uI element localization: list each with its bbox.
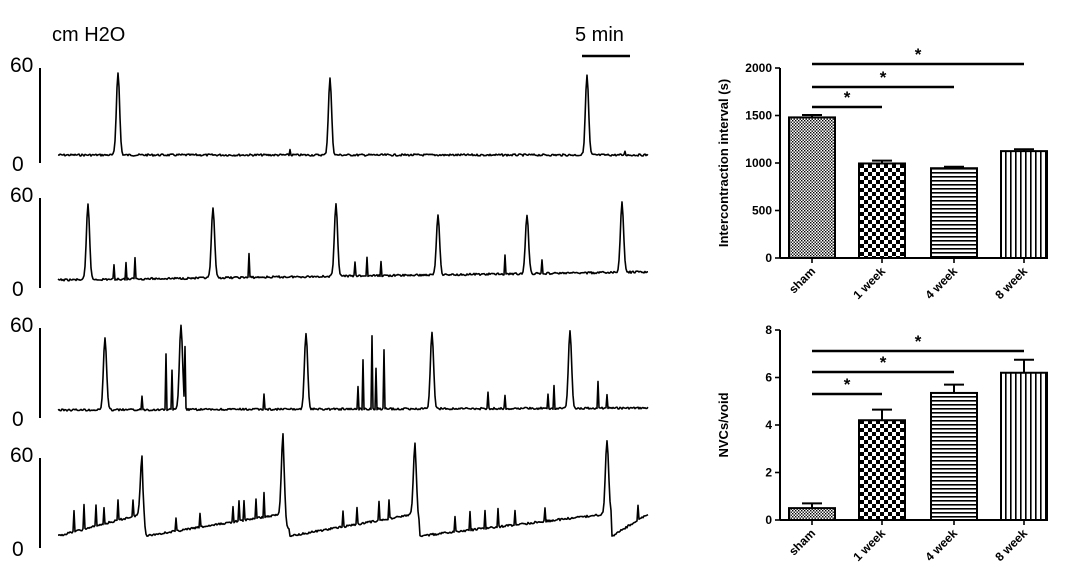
trace-y-tick-min: 0 [12, 538, 24, 561]
trace-line [57, 72, 649, 157]
scale-bar-label: 5 min [575, 24, 624, 46]
trace-line [57, 324, 649, 412]
intercontraction-interval-chart: 0 500 1000 1500 2000 Intercontraction interva… [716, 45, 1048, 302]
bar-4-week [930, 391, 978, 521]
trace-y-tick-max: 60 [10, 444, 33, 467]
significance-star: * [915, 45, 922, 64]
trace-y-tick-min: 0 [12, 153, 24, 176]
trace-line [57, 201, 649, 282]
y-tick-label: 4 [765, 418, 772, 432]
y-tick-label: 8 [765, 323, 772, 337]
bar-1-week [858, 419, 906, 521]
y-tick-label: 2 [765, 466, 772, 480]
x-tick-label: sham [786, 264, 818, 296]
y-tick-label: 2000 [745, 61, 772, 75]
significance-star: * [844, 88, 851, 107]
x-tick-label: sham [786, 526, 818, 558]
bar-4-week [930, 167, 978, 260]
bar-8-week [1000, 371, 1048, 521]
trace-y-tick-min: 0 [12, 278, 24, 301]
x-tick-label: 8 week [992, 526, 1030, 564]
x-tick-label: 1 week [850, 264, 888, 302]
bar-1-week [858, 162, 906, 260]
y-tick-label: 0 [765, 513, 772, 527]
trace-line [58, 433, 649, 538]
bar-8-week [1000, 150, 1048, 259]
y-axis-label: Intercontraction interval (s) [716, 79, 731, 247]
y-tick-label: 500 [752, 204, 772, 218]
y-axis-label: NVCs/void [716, 392, 731, 457]
nvcs-per-void-chart: 0 2 4 6 8 NVCs/void sham 1 week 4 week 8 week * * * [716, 323, 1048, 564]
x-tick-label: 4 week [922, 526, 960, 564]
significance-star: * [880, 68, 887, 87]
x-tick-label: 1 week [850, 526, 888, 564]
significance-star: * [844, 375, 851, 394]
y-tick-label: 0 [765, 251, 772, 265]
traces-panel: cm H2O 5 min 60 0 60 0 60 0 60 0 [10, 24, 649, 561]
x-tick-label: 8 week [992, 264, 1030, 302]
unit-label: cm H2O [52, 24, 125, 46]
trace-y-tick-max: 60 [10, 314, 33, 337]
y-tick-label: 6 [765, 371, 772, 385]
bar-sham [788, 507, 836, 521]
trace-y-tick-max: 60 [10, 184, 33, 207]
y-tick-label: 1500 [745, 109, 772, 123]
significance-star: * [880, 353, 887, 372]
y-tick-label: 1000 [745, 156, 772, 170]
x-tick-label: 4 week [922, 264, 960, 302]
trace-group: 60 0 60 0 60 0 60 0 [10, 54, 649, 561]
bar-sham [788, 116, 836, 260]
trace-y-tick-max: 60 [10, 54, 33, 77]
significance-star: * [915, 332, 922, 351]
trace-y-tick-min: 0 [12, 408, 24, 431]
